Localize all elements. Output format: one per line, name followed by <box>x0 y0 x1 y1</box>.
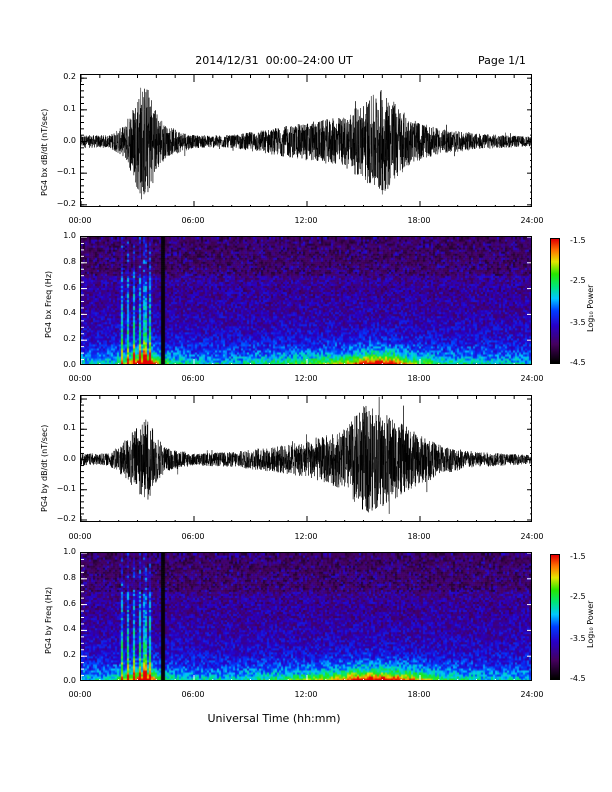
p2-y-tick-label: 1.0 <box>63 231 76 240</box>
page-number: Page 1/1 <box>478 54 526 67</box>
p4-y-tick-label: 0.4 <box>63 624 76 634</box>
by-spectrogram-image <box>81 553 531 680</box>
by-spectrogram-panel <box>80 552 532 681</box>
p1-y-tick-label: 0.0 <box>63 135 76 145</box>
bx-timeseries-plot <box>81 75 531 206</box>
p4-y-tick-label: 0.8 <box>63 572 76 582</box>
by-spectrogram-x-tick-label: 18:00 <box>407 690 431 699</box>
bx-timeseries-x-tick-label: 12:00 <box>294 216 318 225</box>
by-colorbar-tick: -1.5 <box>570 552 586 561</box>
bx-timeseries-x-tick-label: 18:00 <box>407 216 431 225</box>
dbdt-trace <box>81 87 531 200</box>
by-colorbar-label: Log₁₀ Power <box>586 600 595 648</box>
plot-title: 2014/12/31 00:00–24:00 UT <box>195 54 353 67</box>
bx-colorbar <box>550 238 560 364</box>
p2-y-tick-label: 0.0 <box>63 360 76 369</box>
bx-spectrogram-x-tick-label: 12:00 <box>294 374 318 383</box>
p3-y-tick-label: 0.2 <box>63 393 76 403</box>
bx-spectrogram-x-tick-label: 24:00 <box>520 374 544 383</box>
p3-y-tick-label: −0.2 <box>56 513 76 523</box>
p4-y-tick-label: 1.0 <box>63 547 76 556</box>
p1-y-tick-label: 0.2 <box>63 72 76 82</box>
by-timeseries-plot <box>81 396 531 521</box>
by-timeseries-x-tick-label: 24:00 <box>520 532 544 541</box>
by-spectrogram-x-tick-label: 00:00 <box>68 690 92 699</box>
p2-y-tick-label: 0.4 <box>63 308 76 318</box>
by-spectrogram-x-tick-label: 24:00 <box>520 690 544 699</box>
bx-spectrogram-image <box>81 237 531 364</box>
by-spectrogram-x-tick-label: 06:00 <box>181 690 205 699</box>
bx-timeseries-x-tick-label: 00:00 <box>68 216 92 225</box>
p1-y-tick-label: −0.1 <box>56 167 76 177</box>
bx-colorbar-tick: -2.5 <box>570 276 586 285</box>
p2-y-tick-label: 0.6 <box>63 282 76 292</box>
p4-y-tick-label: 0.6 <box>63 598 76 608</box>
bx-spectrogram-x-tick-label: 18:00 <box>407 374 431 383</box>
x-axis-title: Universal Time (hh:mm) <box>207 712 341 725</box>
p4-y-tick-label: 0.2 <box>63 650 76 660</box>
bx-timeseries-panel <box>80 74 532 207</box>
bx-spectrogram-ylabel: PG4 bx Freq (Hz) <box>44 270 53 338</box>
bx-timeseries-ylabel: PG4 bx dB/dt (nT/sec) <box>40 108 49 196</box>
p2-y-tick-label: 0.8 <box>63 256 76 266</box>
dbdt-trace <box>81 396 531 514</box>
by-timeseries-x-tick-label: 00:00 <box>68 532 92 541</box>
by-colorbar-tick: -2.5 <box>570 592 586 601</box>
bx-colorbar-label: Log₁₀ Power <box>586 284 595 332</box>
p1-y-tick-label: 0.1 <box>63 103 76 113</box>
bx-spectrogram-x-tick-label: 00:00 <box>68 374 92 383</box>
bx-timeseries-x-tick-label: 24:00 <box>520 216 544 225</box>
by-colorbar <box>550 554 560 680</box>
by-timeseries-ylabel: PG4 by dB/dt (nT/sec) <box>40 424 49 512</box>
by-timeseries-x-tick-label: 18:00 <box>407 532 431 541</box>
by-timeseries-x-tick-label: 12:00 <box>294 532 318 541</box>
bx-spectrogram-x-tick-label: 06:00 <box>181 374 205 383</box>
by-timeseries-panel <box>80 395 532 522</box>
bx-colorbar-gradient <box>551 239 559 363</box>
by-colorbar-tick: -3.5 <box>570 634 586 643</box>
by-colorbar-tick: -4.5 <box>570 674 586 683</box>
bx-spectrogram-ticks <box>81 237 531 364</box>
bx-colorbar-tick: -1.5 <box>570 236 586 245</box>
by-spectrogram-x-tick-label: 12:00 <box>294 690 318 699</box>
p1-y-tick-label: −0.2 <box>56 198 76 208</box>
bx-spectrogram-panel <box>80 236 532 365</box>
by-spectrogram-ylabel: PG4 by Freq (Hz) <box>44 586 53 654</box>
bx-timeseries-x-tick-label: 06:00 <box>181 216 205 225</box>
by-colorbar-gradient <box>551 555 559 679</box>
bx-colorbar-tick: -3.5 <box>570 318 586 327</box>
p3-y-tick-label: 0.1 <box>63 423 76 433</box>
p3-y-tick-label: −0.1 <box>56 483 76 493</box>
bx-colorbar-tick: -4.5 <box>570 358 586 367</box>
by-spectrogram-ticks <box>81 553 531 680</box>
by-timeseries-x-tick-label: 06:00 <box>181 532 205 541</box>
p2-y-tick-label: 0.2 <box>63 334 76 344</box>
p3-y-tick-label: 0.0 <box>63 453 76 463</box>
p4-y-tick-label: 0.0 <box>63 676 76 685</box>
